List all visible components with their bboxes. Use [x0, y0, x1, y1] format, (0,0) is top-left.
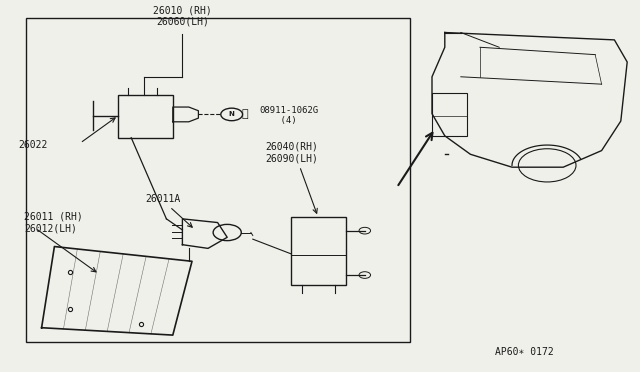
Text: 26011 (RH)
26012(LH): 26011 (RH) 26012(LH) — [24, 212, 83, 233]
Text: 26040(RH)
26090(LH): 26040(RH) 26090(LH) — [266, 142, 319, 164]
Text: ⓝ: ⓝ — [242, 109, 248, 119]
Bar — [118, 95, 173, 138]
Text: 26010 (RH)
26060(LH): 26010 (RH) 26060(LH) — [153, 5, 212, 27]
Text: AP60∗ 0172: AP60∗ 0172 — [495, 347, 554, 357]
Text: N: N — [228, 112, 235, 118]
Bar — [432, 93, 467, 136]
Text: 26022: 26022 — [19, 140, 48, 150]
Bar — [26, 18, 410, 343]
Text: 26011A: 26011A — [145, 194, 181, 204]
Text: 08911-1062G
    (4): 08911-1062G (4) — [259, 106, 318, 125]
Bar — [291, 217, 346, 285]
